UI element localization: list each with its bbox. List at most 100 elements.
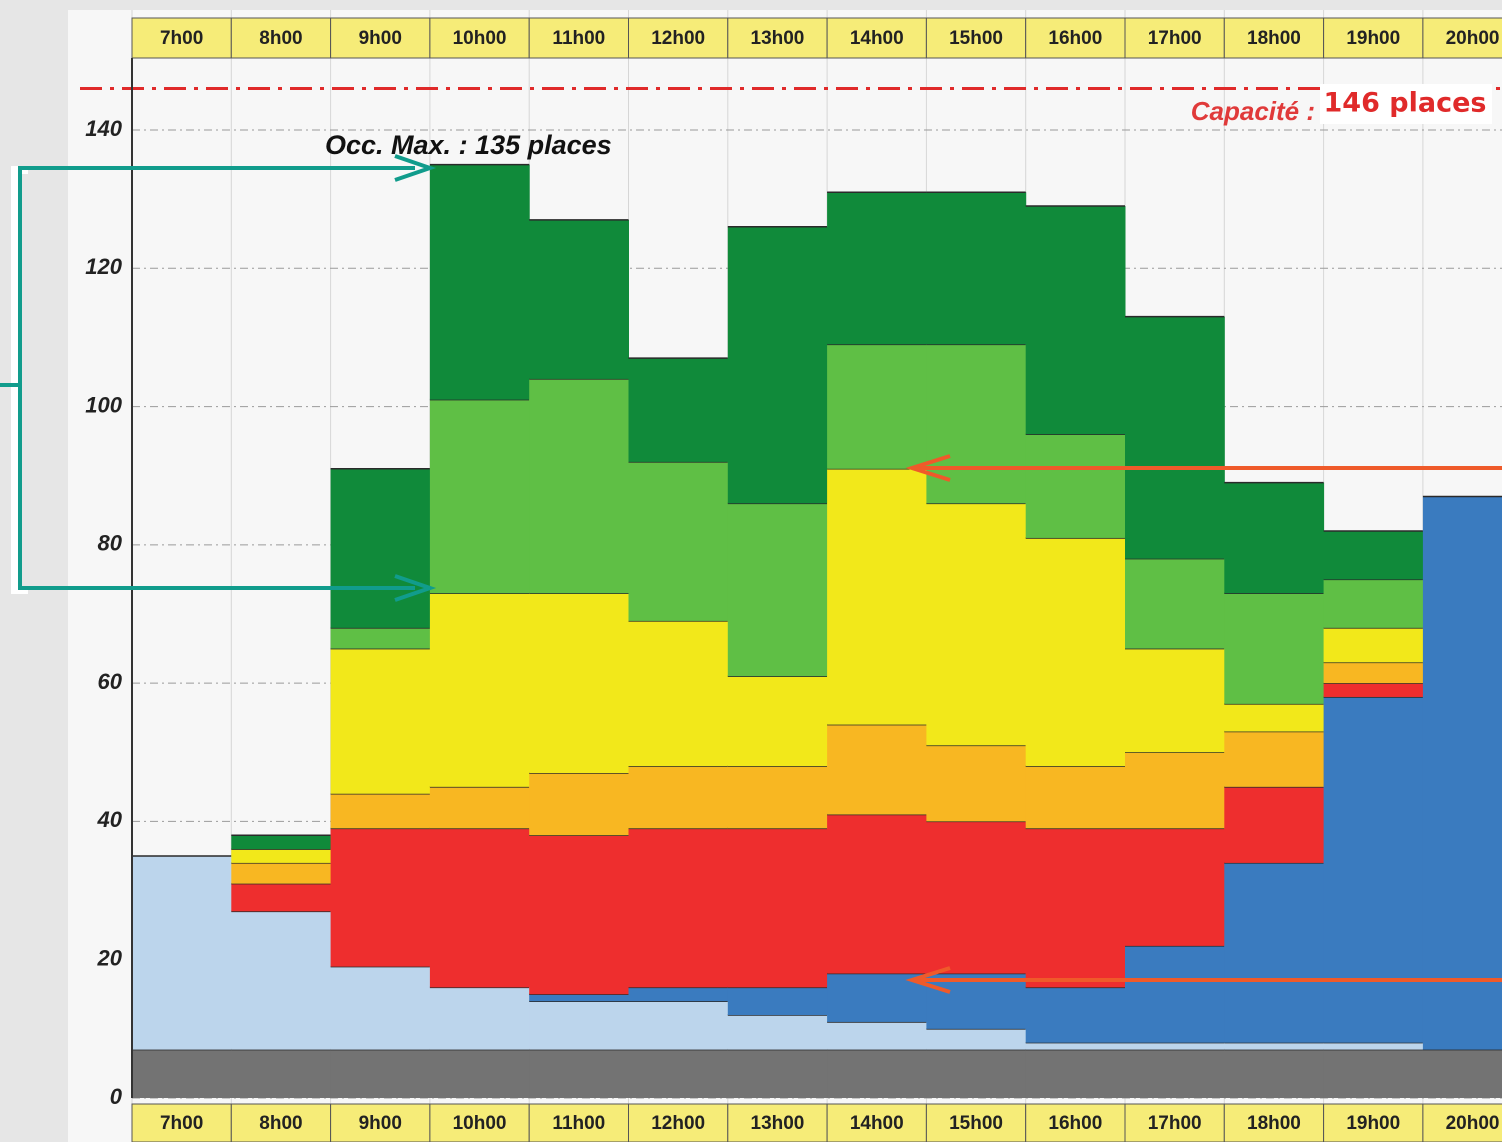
occupancy-segment bbox=[1323, 683, 1424, 697]
occupancy-segment bbox=[1125, 558, 1225, 649]
occupancy-segment bbox=[231, 835, 332, 850]
occupancy-segment bbox=[429, 786, 530, 829]
occupancy-segment bbox=[628, 461, 729, 621]
occupancy-segment bbox=[529, 219, 629, 379]
occupancy-segment bbox=[330, 828, 431, 967]
occupancy-segment bbox=[231, 862, 332, 884]
occupancy-segment bbox=[926, 1028, 1027, 1050]
hour-cell bbox=[1223, 1103, 1325, 1142]
x-tick-label: 10h00 bbox=[453, 28, 507, 49]
hour-cell bbox=[1323, 17, 1424, 59]
y-tick-label: 60 bbox=[98, 669, 123, 694]
occupancy-segment bbox=[1025, 1042, 1126, 1050]
occupancy-segment bbox=[1323, 579, 1424, 628]
capacity-label-box bbox=[1320, 84, 1492, 124]
occupancy-segment bbox=[1025, 206, 1126, 435]
occupancy-segment bbox=[926, 344, 1027, 504]
x-tick-label: 8h00 bbox=[259, 28, 302, 49]
occupancy-segment bbox=[1125, 945, 1225, 1043]
max-occupancy-annotation: Occ. Max. : 135 places bbox=[325, 130, 612, 160]
occupancy-segment bbox=[628, 1001, 729, 1050]
x-tick-label: 20h00 bbox=[1446, 1113, 1500, 1134]
x-tick-label: 9h00 bbox=[359, 28, 402, 49]
x-tick-label: 14h00 bbox=[850, 28, 904, 49]
max-bracket bbox=[0, 154, 437, 602]
occupancy-segment bbox=[727, 987, 828, 1016]
hour-cell bbox=[1025, 1103, 1126, 1142]
occupancy-segment bbox=[827, 973, 927, 1022]
occupancy-segment bbox=[529, 835, 629, 995]
occupancy-segment bbox=[727, 1049, 828, 1098]
occupancy-segment bbox=[1323, 1042, 1424, 1050]
hour-cell bbox=[528, 1103, 630, 1142]
occupancy-segment bbox=[529, 593, 629, 774]
hour-cell bbox=[429, 1103, 530, 1142]
occupancy-segment bbox=[1224, 1042, 1325, 1050]
occupancy-segment bbox=[529, 1049, 629, 1098]
hour-cell bbox=[925, 1103, 1027, 1142]
occupancy-segment bbox=[231, 883, 332, 912]
occupancy-segment bbox=[132, 856, 232, 1050]
occupancy-segment bbox=[1125, 648, 1225, 753]
occupancy-segment bbox=[529, 1001, 629, 1050]
x-tick-label: 16h00 bbox=[1048, 1113, 1102, 1134]
occupancy-segment bbox=[1224, 1049, 1325, 1098]
occupancy-segment bbox=[1025, 434, 1126, 538]
x-tick-label: 18h00 bbox=[1247, 1113, 1301, 1134]
occupancy-segment bbox=[231, 849, 332, 863]
occupancy-segment bbox=[1323, 662, 1424, 684]
occupancy-segment bbox=[330, 627, 431, 649]
occupancy-segment bbox=[926, 1049, 1027, 1098]
x-tick-label: 13h00 bbox=[751, 1113, 805, 1134]
hour-cell bbox=[826, 1103, 927, 1142]
occupancy-segment bbox=[827, 192, 927, 345]
occupancy-segment bbox=[1224, 862, 1325, 1043]
hour-cell bbox=[230, 1103, 332, 1142]
occupancy-segment bbox=[926, 503, 1027, 746]
hour-cell bbox=[1422, 17, 1502, 59]
x-tick-label: 19h00 bbox=[1346, 1113, 1400, 1134]
capacity-prefix: Capacité : bbox=[1191, 96, 1315, 126]
x-tick-label: 11h00 bbox=[552, 1113, 605, 1134]
occupancy-segment bbox=[330, 966, 431, 1050]
occupancy-segment bbox=[529, 994, 629, 1002]
occupancy-segment bbox=[727, 1015, 828, 1050]
hour-cell bbox=[1323, 1103, 1424, 1142]
occupancy-segment bbox=[926, 821, 1027, 974]
occupancy-segment bbox=[429, 164, 530, 400]
occupancy-segment bbox=[827, 1021, 927, 1050]
y-tick-label: 80 bbox=[98, 531, 123, 556]
occupancy-segment bbox=[429, 987, 530, 1050]
occupancy-segment bbox=[727, 226, 828, 504]
occupancy-segment bbox=[727, 676, 828, 767]
occupancy-segment bbox=[628, 1049, 729, 1098]
occupancy-segment bbox=[827, 814, 927, 974]
occupancy-segment bbox=[1422, 1049, 1502, 1098]
occupancy-segment bbox=[1224, 731, 1325, 787]
hour-cell bbox=[330, 1103, 431, 1142]
x-tick-label: 7h00 bbox=[160, 1113, 203, 1134]
y-tick-label: 0 bbox=[110, 1084, 123, 1109]
occupancy-segment bbox=[1125, 828, 1225, 946]
x-tick-label: 14h00 bbox=[850, 1113, 904, 1134]
occupancy-segment bbox=[1125, 752, 1225, 829]
occupancy-segment bbox=[827, 344, 927, 469]
y-tick-label: 140 bbox=[85, 116, 122, 141]
occupancy-segment bbox=[628, 358, 729, 462]
hour-cell bbox=[528, 17, 630, 59]
x-tick-label: 10h00 bbox=[453, 1113, 507, 1134]
hour-cell bbox=[628, 17, 729, 59]
y-tick-label: 20 bbox=[97, 946, 123, 971]
y-tick-label: 40 bbox=[97, 807, 123, 832]
hour-cell bbox=[727, 1103, 828, 1142]
hour-cell bbox=[131, 17, 232, 59]
occupancy-segment bbox=[429, 828, 530, 988]
x-tick-label: 12h00 bbox=[651, 28, 705, 49]
occupancy-segment bbox=[727, 828, 828, 988]
x-tick-label: 17h00 bbox=[1148, 1113, 1202, 1134]
hour-cell bbox=[1124, 1103, 1225, 1142]
occupancy-segment bbox=[231, 1049, 332, 1098]
hour-cell bbox=[826, 17, 927, 59]
callout-arrows bbox=[905, 454, 1502, 994]
